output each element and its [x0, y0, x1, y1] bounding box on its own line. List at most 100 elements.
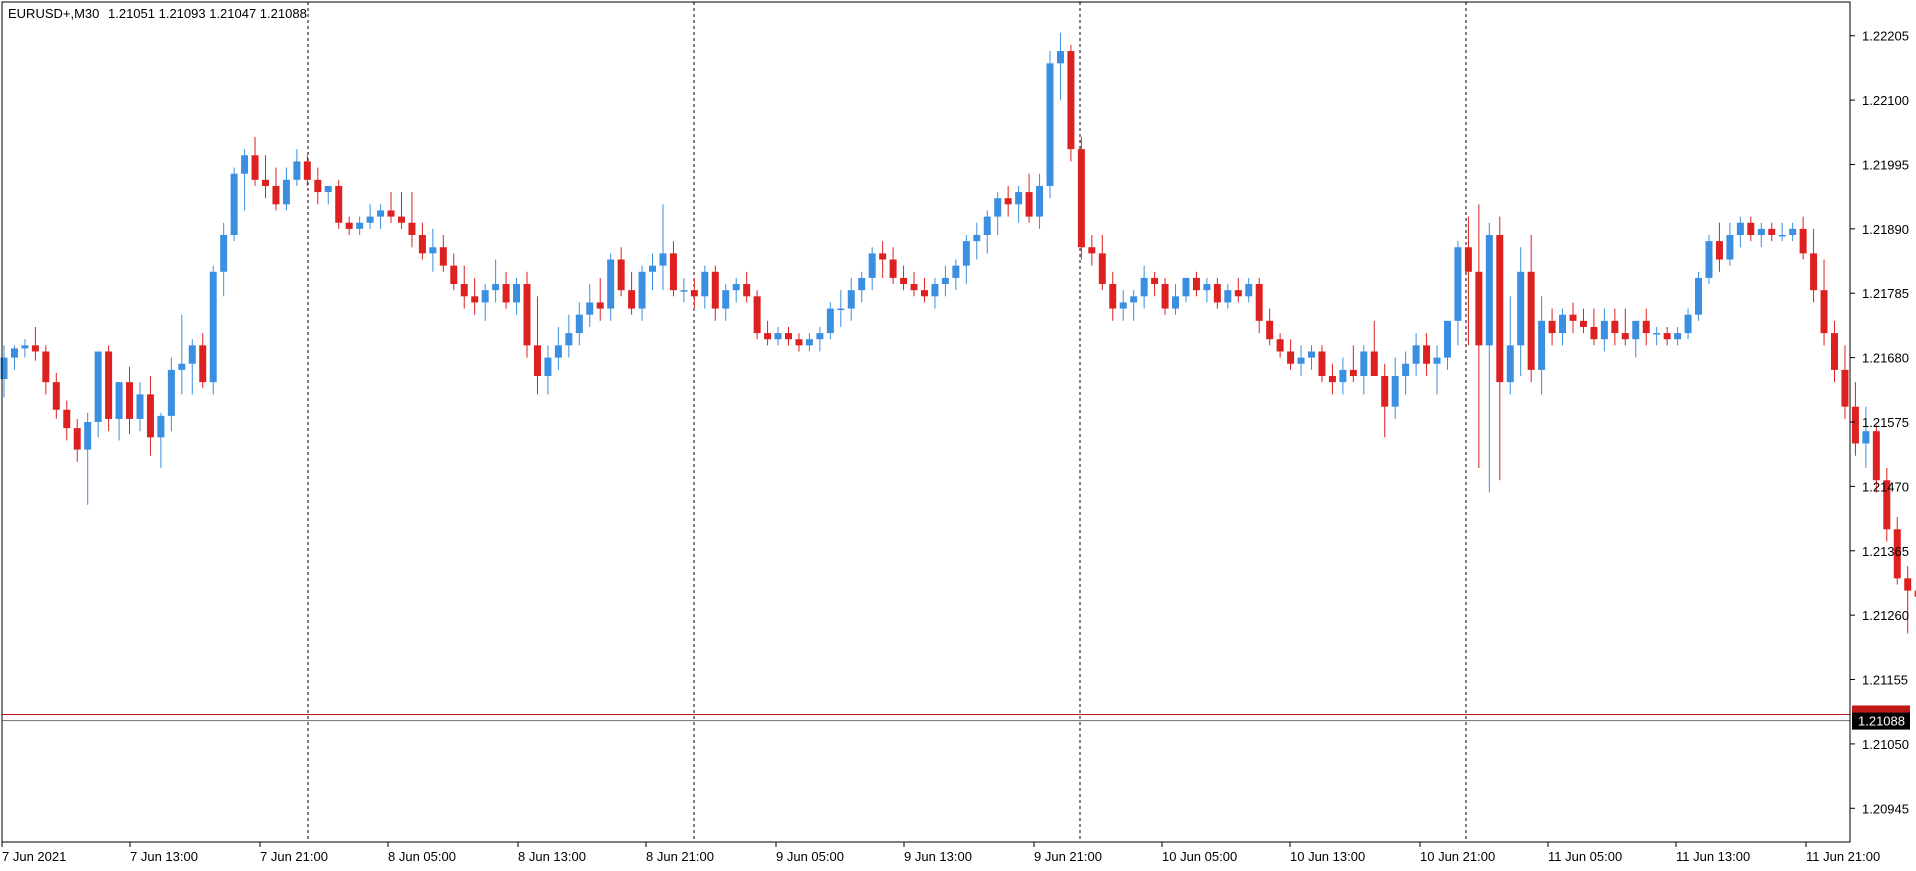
candle: [1078, 137, 1085, 260]
candle-body: [785, 333, 792, 339]
candle-body: [1852, 407, 1859, 444]
candle-body: [691, 290, 698, 296]
candle-body: [482, 290, 489, 302]
candle-body: [1047, 63, 1054, 186]
candle-body: [11, 348, 18, 357]
time-tick-label: 9 Jun 13:00: [904, 849, 972, 864]
candle-body: [680, 290, 687, 292]
candle-body: [1235, 290, 1242, 296]
candle: [524, 272, 531, 358]
candle-body: [1245, 284, 1252, 296]
candle-body: [1674, 333, 1681, 339]
candle-body: [1318, 351, 1325, 376]
candle-body: [1789, 229, 1796, 235]
candle-body: [1590, 327, 1597, 339]
candle-body: [733, 284, 740, 290]
candle-body: [492, 284, 499, 290]
time-tick-label: 7 Jun 21:00: [260, 849, 328, 864]
candle: [1067, 45, 1074, 161]
candle-body: [168, 370, 175, 416]
candle-body: [764, 333, 771, 339]
candle-body: [931, 284, 938, 296]
price-tick-label: 1.21050: [1862, 737, 1909, 752]
candle-body: [1434, 358, 1441, 364]
candle-body: [1496, 235, 1503, 382]
candle-body: [1339, 370, 1346, 382]
candle-body: [1570, 315, 1577, 321]
candle-body: [157, 416, 164, 437]
candle-body: [1088, 247, 1095, 253]
candle-body: [503, 284, 510, 302]
candle-body: [952, 266, 959, 278]
candle-body: [63, 410, 70, 428]
candle-body: [1559, 315, 1566, 333]
candle-body: [1026, 192, 1033, 217]
time-tick-label: 9 Jun 21:00: [1034, 849, 1102, 864]
candle-body: [555, 345, 562, 357]
candle-body: [1705, 241, 1712, 278]
candle-body: [900, 278, 907, 284]
candle-body: [649, 266, 656, 272]
candle-body: [1517, 272, 1524, 346]
price-tick-label: 1.21680: [1862, 351, 1909, 366]
candle-body: [775, 333, 782, 339]
candle-body: [1015, 192, 1022, 204]
candle-body: [618, 260, 625, 291]
candle-body: [356, 223, 363, 229]
candle-body: [806, 339, 813, 345]
candle-body: [1716, 241, 1723, 259]
candle-body: [293, 161, 300, 179]
candle-body: [1538, 321, 1545, 370]
candle-body: [858, 278, 865, 290]
candle-body: [408, 223, 415, 235]
candle-body: [1350, 370, 1357, 376]
candle-body: [1611, 321, 1618, 333]
current-price-label: 1.21088: [1858, 714, 1905, 729]
time-tick-label: 8 Jun 05:00: [388, 849, 456, 864]
candle-body: [524, 284, 531, 345]
candle: [1705, 235, 1712, 284]
candle-body: [1036, 186, 1043, 217]
candle-body: [1381, 376, 1388, 407]
candle: [1047, 51, 1054, 198]
candle-body: [816, 333, 823, 339]
candle-body: [262, 180, 269, 186]
candle-body: [879, 253, 886, 259]
candle-body: [388, 210, 395, 216]
candle-body: [597, 302, 604, 308]
time-tick-label: 11 Jun 05:00: [1548, 849, 1622, 864]
candle-body: [1277, 339, 1284, 351]
price-tick-label: 1.21785: [1862, 286, 1909, 301]
candle-body: [1632, 321, 1639, 339]
candle-body: [1193, 278, 1200, 290]
candle-body: [210, 272, 217, 382]
candle-body: [461, 284, 468, 296]
time-tick-label: 7 Jun 2021: [2, 849, 66, 864]
candle-body: [1747, 223, 1754, 235]
candle-body: [377, 210, 384, 216]
time-tick-label: 9 Jun 05:00: [776, 849, 844, 864]
candle-body: [994, 198, 1001, 216]
candle-body: [178, 364, 185, 370]
candle-body: [1162, 284, 1169, 309]
candle-body: [544, 358, 551, 376]
candle-body: [21, 345, 28, 348]
candle-body: [1685, 315, 1692, 333]
candle-body: [241, 155, 248, 173]
candle-body: [1067, 51, 1074, 149]
price-tick-label: 1.22100: [1862, 93, 1909, 108]
candle: [210, 266, 217, 395]
candle-body: [576, 315, 583, 333]
candle-body: [1182, 278, 1189, 296]
candle: [231, 168, 238, 242]
chart-symbol-label: EURUSD+,M30: [8, 6, 99, 21]
candle-body: [973, 235, 980, 241]
candle-body: [911, 284, 918, 290]
candle-body: [743, 284, 750, 296]
candle-body: [1800, 229, 1807, 254]
price-tick-label: 1.22205: [1862, 29, 1909, 44]
chart-ohlc-label: 1.21051 1.21093 1.21047 1.21088: [108, 6, 307, 21]
price-tick-label: 1.21470: [1862, 479, 1909, 494]
